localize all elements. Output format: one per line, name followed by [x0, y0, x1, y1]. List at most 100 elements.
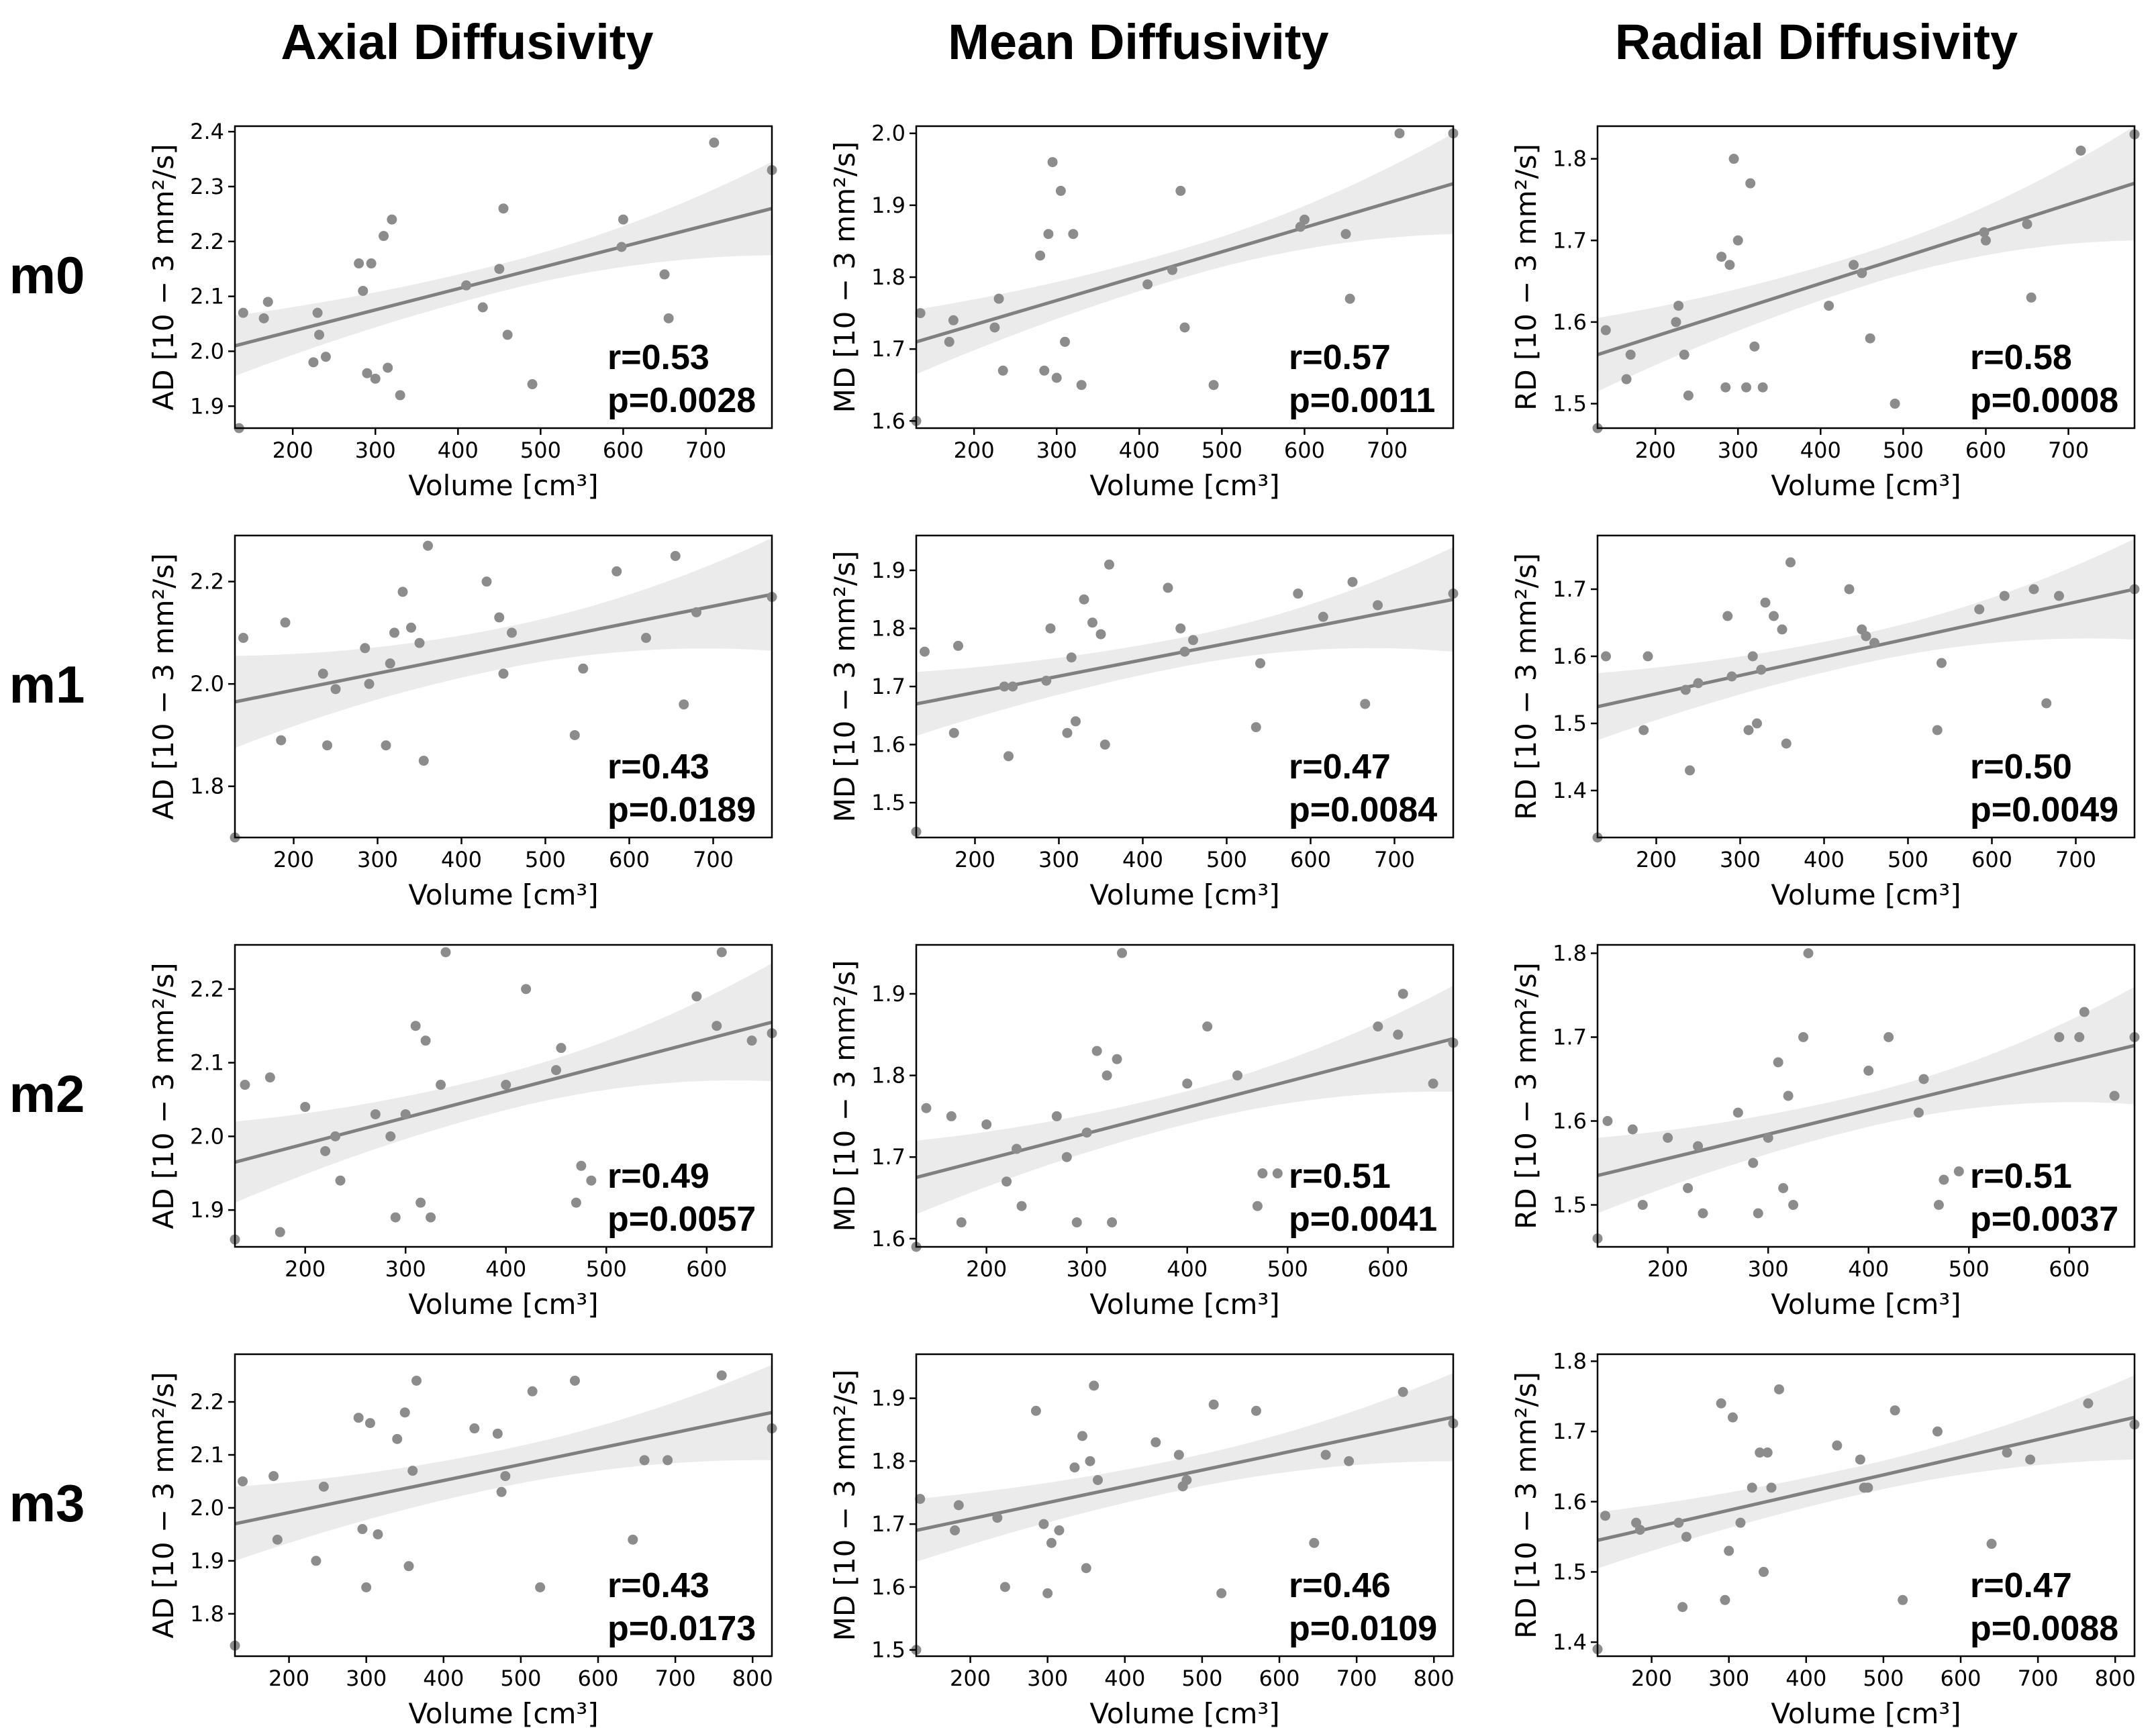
data-point — [280, 617, 291, 628]
data-point — [663, 1455, 673, 1466]
data-point — [1741, 382, 1752, 393]
data-point — [370, 1109, 381, 1119]
data-point — [1079, 594, 1089, 605]
x-tick-label: 300 — [355, 438, 396, 463]
data-point — [1724, 260, 1735, 270]
data-point — [576, 1160, 587, 1171]
y-tick-label: 1.9 — [190, 393, 224, 419]
x-axis-label: Volume [cm³] — [1089, 1288, 1279, 1321]
data-point — [312, 307, 323, 318]
x-tick-label: 500 — [520, 438, 561, 463]
regression-line — [1598, 1415, 2135, 1542]
panel-m3-MD: 200 300 400 500 600 700 800 1.5 1.6 1.7 1.8 1.9 Volu… — [828, 1353, 1459, 1728]
x-tick-label: 300 — [1038, 847, 1079, 872]
data-point — [1752, 718, 1762, 729]
data-point — [1175, 185, 1186, 196]
y-axis-label: MD [10 − 3 mm²/s] — [828, 551, 861, 823]
data-point — [915, 308, 926, 319]
data-point — [360, 643, 371, 654]
data-point — [1980, 235, 1991, 246]
p-value: p=0.0189 — [607, 791, 756, 829]
panel-m2-AD: 200 300 400 500 600 1.9 2.0 2.1 2.2 Volume [cm³] A… — [147, 944, 777, 1321]
data-point — [551, 1065, 562, 1076]
p-value: p=0.0088 — [1970, 1609, 2118, 1648]
x-tick-label: 300 — [1748, 1256, 1789, 1282]
p-value: p=0.0037 — [1970, 1200, 2118, 1239]
data-point — [1173, 1450, 1184, 1460]
data-point — [1679, 350, 1689, 360]
data-point — [1683, 1183, 1694, 1193]
y-tick-label: 1.9 — [871, 558, 905, 583]
x-tick-label: 400 — [1167, 1256, 1208, 1282]
data-point — [2022, 219, 2032, 230]
data-point — [415, 1197, 426, 1208]
data-point — [1937, 658, 1947, 668]
data-point — [440, 947, 451, 958]
data-point — [1398, 1386, 1408, 1397]
data-point — [1179, 646, 1190, 657]
x-tick-label: 600 — [1971, 847, 2012, 872]
data-point — [1142, 279, 1153, 290]
data-point — [1112, 1054, 1122, 1064]
data-point — [1104, 559, 1114, 570]
data-point — [948, 315, 959, 325]
data-point — [1035, 250, 1046, 261]
x-axis-label: Volume [cm³] — [1089, 1697, 1279, 1728]
p-value: p=0.0084 — [1289, 791, 1437, 829]
data-point — [385, 658, 395, 669]
panel-m3-AD: 200 300 400 500 600 700 800 1.8 1.9 2.0 2.1 2.2 Volu… — [147, 1353, 777, 1728]
confidence-band — [916, 1373, 1453, 1562]
data-point — [527, 1386, 538, 1396]
correlation-r: r=0.50 — [1970, 748, 2072, 786]
data-point — [276, 735, 287, 746]
y-tick-label: 1.8 — [1553, 146, 1587, 172]
x-tick-label: 300 — [1720, 847, 1761, 872]
x-axis-label: Volume [cm³] — [1089, 878, 1279, 911]
y-tick-label: 1.8 — [190, 1601, 224, 1627]
x-tick-label: 200 — [950, 1666, 991, 1691]
data-point — [1857, 268, 1867, 278]
y-tick-label: 1.8 — [190, 774, 224, 799]
data-point — [1039, 365, 1050, 376]
data-point — [1062, 727, 1073, 738]
data-point — [357, 1524, 368, 1535]
y-tick-label: 1.7 — [871, 674, 905, 699]
data-point — [366, 258, 377, 269]
x-tick-label: 700 — [1367, 438, 1408, 463]
y-tick-label: 2.2 — [190, 569, 224, 595]
data-point — [426, 1212, 436, 1223]
column-title-axial: Axial Diffusivity — [281, 14, 654, 70]
data-point — [535, 1582, 546, 1592]
correlation-r: r=0.49 — [607, 1157, 709, 1196]
correlation-r: r=0.57 — [1289, 338, 1391, 377]
data-point — [1428, 1078, 1438, 1089]
data-point — [1762, 1447, 1773, 1458]
x-tick-label: 200 — [1631, 1666, 1672, 1691]
y-axis-label: RD [10 − 3 mm²/s] — [1510, 962, 1542, 1229]
data-point — [389, 627, 399, 638]
data-point — [1758, 1566, 1769, 1577]
correlation-r: r=0.43 — [607, 748, 709, 786]
confidence-band — [1598, 986, 2135, 1213]
confidence-band — [916, 547, 1453, 736]
data-point — [1673, 1517, 1684, 1528]
y-tick-label: 1.9 — [190, 1197, 224, 1223]
y-tick-label: 1.8 — [1553, 941, 1587, 966]
data-point — [410, 1021, 421, 1031]
panel-m1-AD: 200 300 400 500 600 700 1.8 2.0 2.2 Volume [cm³] A… — [147, 534, 777, 911]
data-point — [691, 991, 702, 1002]
data-point — [1693, 678, 1704, 689]
data-point — [569, 729, 580, 740]
data-point — [268, 1471, 279, 1482]
data-point — [477, 302, 488, 313]
plot-area — [916, 547, 1453, 736]
data-point — [1735, 1517, 1746, 1528]
data-point — [1933, 1200, 1944, 1210]
data-point — [1163, 582, 1173, 593]
x-tick-label: 200 — [285, 1256, 326, 1282]
data-point — [1677, 1602, 1688, 1613]
p-value: p=0.0173 — [607, 1609, 756, 1648]
y-tick-label: 2.4 — [190, 119, 224, 144]
data-point — [420, 1035, 431, 1046]
data-point — [1781, 738, 1792, 749]
